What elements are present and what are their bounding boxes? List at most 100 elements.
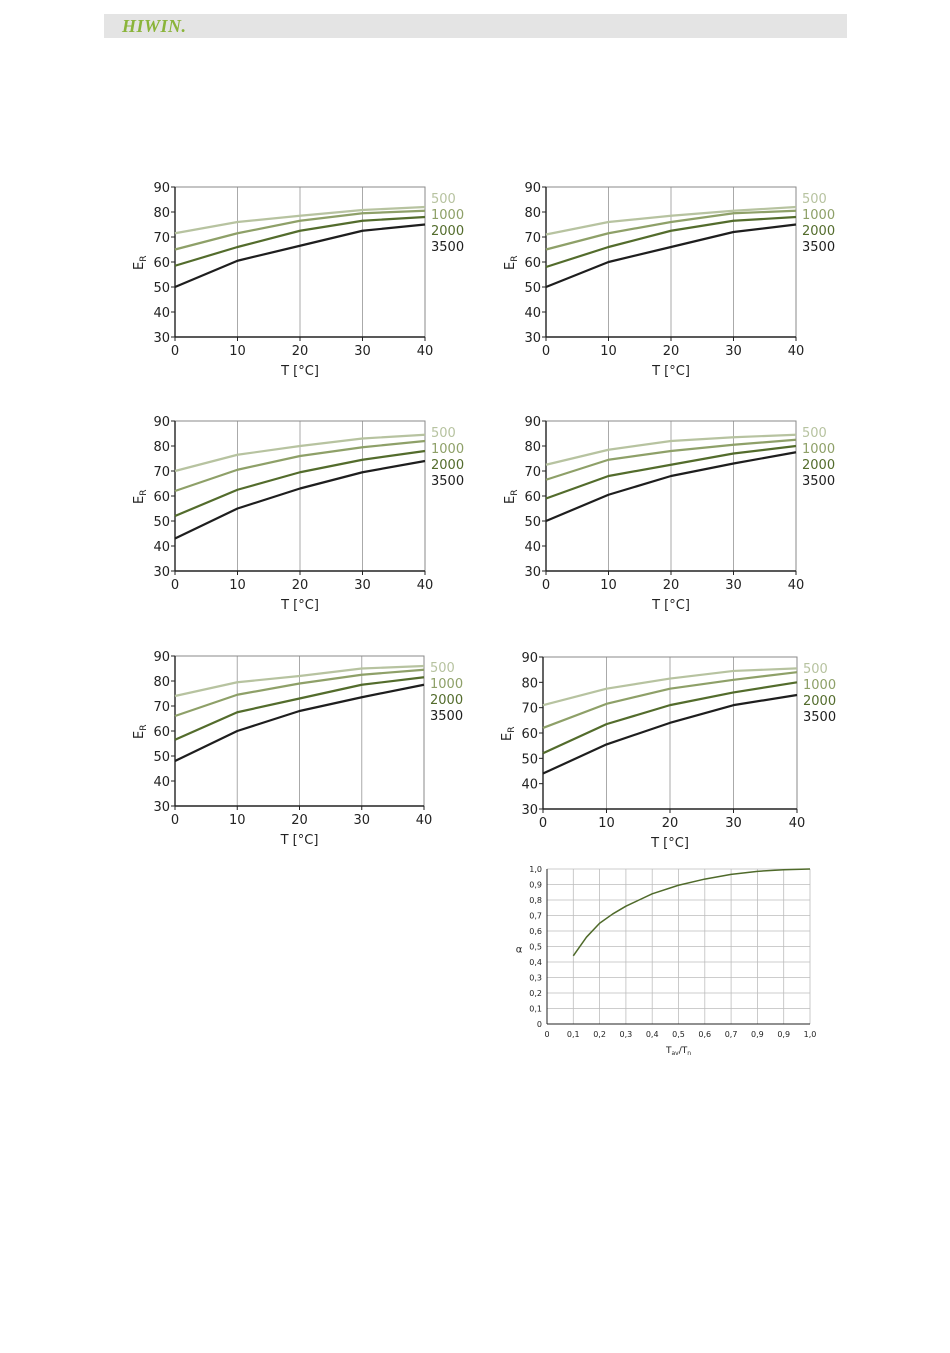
- y-tick-label: 70: [153, 231, 170, 246]
- y-tick-label: 0,2: [529, 989, 542, 998]
- x-tick-label: 1,0: [804, 1030, 817, 1039]
- y-tick-label: 60: [153, 490, 170, 505]
- legend-label-1000: 1000: [431, 208, 464, 223]
- y-axis-label: ER: [500, 727, 517, 741]
- x-tick-label: 0,9: [751, 1030, 764, 1039]
- alpha-curve: [572, 868, 811, 957]
- y-tick-label: 70: [524, 465, 541, 480]
- y-tick-label: 50: [521, 752, 538, 767]
- x-axis-label-mid: /T: [679, 1046, 688, 1056]
- x-tick-label: 10: [229, 813, 246, 828]
- y-tick-label: 0,9: [529, 881, 542, 890]
- legend-label-2000: 2000: [431, 458, 464, 473]
- y-tick-label: 70: [524, 231, 541, 246]
- x-axis-label-sub2: n: [687, 1050, 691, 1057]
- x-tick-label: 30: [725, 816, 742, 831]
- series-line-2000: [542, 681, 798, 755]
- x-axis-label-main: T: [665, 1046, 672, 1056]
- x-axis-label: T [°C]: [651, 598, 690, 613]
- x-tick-label: 10: [600, 344, 617, 359]
- y-tick-label: 0,4: [529, 958, 542, 967]
- y-axis-label: ER: [503, 490, 520, 504]
- x-tick-label: 20: [292, 578, 309, 593]
- series-line-1000: [542, 671, 798, 729]
- series-line-3500: [174, 683, 425, 762]
- y-tick-label: 80: [524, 440, 541, 455]
- legend-label-500: 500: [431, 426, 456, 441]
- x-tick-label: 30: [354, 578, 371, 593]
- legend-label-2000: 2000: [431, 224, 464, 239]
- y-tick-label: 40: [153, 775, 170, 790]
- chart-2: 30 40 50 60 70 80 90 0 10 20 30 40 T [°C] ER 500100020…: [503, 181, 835, 379]
- y-axis-label: α: [516, 945, 523, 956]
- x-tick-label: 0: [171, 813, 179, 828]
- y-tick-label: 80: [153, 675, 170, 690]
- x-axis-label: T [°C]: [651, 364, 690, 379]
- x-tick-label: 0,4: [646, 1030, 659, 1039]
- x-tick-label: 10: [598, 816, 615, 831]
- y-tick-label: 0,1: [529, 1005, 542, 1014]
- x-tick-label: 0,2: [593, 1030, 606, 1039]
- y-tick-label: 50: [153, 515, 170, 530]
- x-axis-label: T [°C]: [280, 833, 319, 848]
- x-tick-label: 20: [663, 578, 680, 593]
- y-tick-label: 60: [153, 725, 170, 740]
- series-line-3500: [545, 223, 797, 289]
- chart-6: 30 40 50 60 70 80 90 0 10 20 30 40 T [°C] ER 500100020…: [500, 651, 836, 851]
- x-tick-label: 0,1: [567, 1030, 580, 1039]
- y-tick-label: 70: [153, 465, 170, 480]
- chart-3: 30 40 50 60 70 80 90 0 10 20 30 40 T [°C] ER 500100020…: [132, 415, 464, 613]
- series-line-3500: [174, 223, 426, 289]
- x-tick-label: 40: [416, 813, 433, 828]
- x-axis-label: T [°C]: [650, 836, 689, 851]
- y-tick-label: 70: [521, 702, 538, 717]
- chart-5: 30 40 50 60 70 80 90 0 10 20 30 40 T [°C] ER 500100020…: [132, 650, 463, 848]
- y-axis-label-sub: R: [139, 490, 149, 496]
- series-line-3500: [545, 451, 797, 523]
- y-axis-label-main: E: [500, 733, 515, 741]
- x-tick-label: 20: [291, 813, 308, 828]
- legend-label-500: 500: [803, 662, 828, 677]
- x-tick-label: 0: [542, 578, 550, 593]
- y-tick-label: 30: [153, 565, 170, 580]
- x-tick-label: 40: [417, 344, 434, 359]
- x-tick-label: 20: [292, 344, 309, 359]
- series-line-3500: [174, 459, 426, 540]
- x-tick-label: 40: [788, 344, 805, 359]
- x-axis-label: T [°C]: [280, 598, 319, 613]
- series-line-500: [545, 433, 797, 466]
- x-tick-label: 0,6: [698, 1030, 711, 1039]
- y-axis-label-main: E: [132, 262, 147, 270]
- y-tick-label: 80: [524, 206, 541, 221]
- series-line-500: [174, 664, 425, 698]
- y-tick-label: 80: [521, 676, 538, 691]
- x-tick-label: 30: [725, 344, 742, 359]
- y-tick-label: 40: [524, 306, 541, 321]
- y-tick-label: 1,0: [529, 865, 542, 874]
- x-tick-label: 30: [725, 578, 742, 593]
- y-axis-label: ER: [132, 256, 149, 270]
- legend-label-3500: 3500: [803, 710, 836, 725]
- y-tick-label: 90: [521, 651, 538, 666]
- series-line-3500: [542, 693, 798, 775]
- x-tick-label: 40: [789, 816, 806, 831]
- y-tick-label: 90: [153, 415, 170, 430]
- y-tick-label: 40: [524, 540, 541, 555]
- y-tick-label: 50: [153, 281, 170, 296]
- y-axis-label-sub: R: [139, 256, 149, 262]
- x-tick-label: 0,3: [620, 1030, 633, 1039]
- y-tick-label: 0,5: [529, 943, 542, 952]
- y-tick-label: 90: [153, 650, 170, 665]
- x-axis-label: Tav/Tn: [665, 1046, 691, 1057]
- legend-label-500: 500: [430, 661, 455, 676]
- x-tick-label: 10: [600, 578, 617, 593]
- legend-label-2000: 2000: [803, 694, 836, 709]
- legend-label-500: 500: [431, 192, 456, 207]
- y-axis-label-sub: R: [510, 490, 520, 496]
- chart-4: 30 40 50 60 70 80 90 0 10 20 30 40 T [°C] ER 500100020…: [503, 415, 835, 613]
- legend-label-1000: 1000: [802, 208, 835, 223]
- legend-label-3500: 3500: [431, 240, 464, 255]
- y-axis-label-main: E: [503, 262, 518, 270]
- y-tick-label: 90: [524, 181, 541, 196]
- x-tick-label: 10: [229, 344, 246, 359]
